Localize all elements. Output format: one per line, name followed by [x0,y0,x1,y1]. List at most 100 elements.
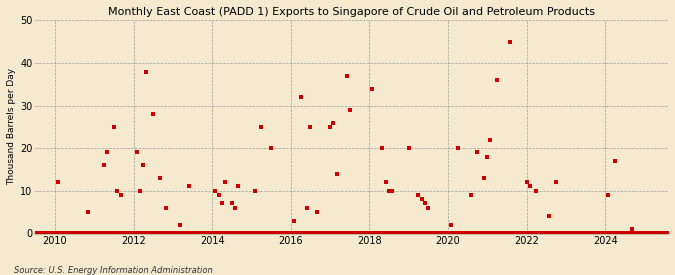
Point [161,205,171,210]
Point [298,231,309,235]
Point [331,172,342,176]
Point [564,231,574,235]
Point [56,231,67,235]
Point [128,231,139,235]
Point [161,231,171,235]
Point [167,231,178,235]
Point [125,231,136,235]
Point [217,231,227,235]
Point [59,231,70,235]
Point [551,180,562,185]
Point [544,231,555,235]
Point [479,231,489,235]
Point [531,189,542,193]
Point [341,74,352,78]
Point [164,231,175,235]
Point [269,231,279,235]
Point [157,231,168,235]
Point [76,231,86,235]
Point [286,231,296,235]
Point [311,231,322,235]
Y-axis label: Thousand Barrels per Day: Thousand Barrels per Day [7,68,16,185]
Point [649,231,659,235]
Point [72,231,83,235]
Point [583,231,594,235]
Point [567,231,578,235]
Point [178,231,188,235]
Point [381,180,392,185]
Point [210,231,221,235]
Point [325,125,335,129]
Point [524,231,535,235]
Point [472,231,483,235]
Point [394,231,404,235]
Point [275,231,286,235]
Point [109,125,119,129]
Point [194,231,205,235]
Point [233,231,244,235]
Point [616,231,626,235]
Point [482,155,493,159]
Point [321,231,332,235]
Point [521,180,532,185]
Point [531,231,541,235]
Point [40,231,51,235]
Point [462,231,472,235]
Point [610,231,620,235]
Point [341,231,352,235]
Point [629,231,640,235]
Point [423,231,433,235]
Point [115,231,126,235]
Point [141,231,152,235]
Point [249,231,260,235]
Point [151,231,162,235]
Point [626,231,637,235]
Point [380,231,391,235]
Point [102,231,113,235]
Point [587,231,597,235]
Point [171,231,182,235]
Point [331,231,342,235]
Point [557,231,568,235]
Point [344,231,355,235]
Point [111,189,122,193]
Point [429,231,440,235]
Point [495,231,506,235]
Point [187,231,198,235]
Point [351,231,362,235]
Point [374,231,385,235]
Point [148,112,159,116]
Point [308,231,319,235]
Point [639,231,649,235]
Point [46,231,57,235]
Point [570,231,581,235]
Point [213,193,224,197]
Point [433,231,443,235]
Point [442,231,453,235]
Point [554,231,564,235]
Point [354,231,364,235]
Point [184,231,194,235]
Point [138,163,148,167]
Point [207,231,217,235]
Point [272,231,283,235]
Point [295,95,306,99]
Point [485,231,495,235]
Point [112,231,123,235]
Point [603,193,614,197]
Point [619,231,630,235]
Point [92,231,103,235]
Point [508,231,518,235]
Point [528,231,539,235]
Point [190,231,201,235]
Point [406,231,417,235]
Point [599,231,610,235]
Point [652,231,663,235]
Point [659,231,670,235]
Point [662,231,672,235]
Point [387,231,398,235]
Point [328,120,339,125]
Point [174,231,185,235]
Point [236,231,247,235]
Point [223,231,234,235]
